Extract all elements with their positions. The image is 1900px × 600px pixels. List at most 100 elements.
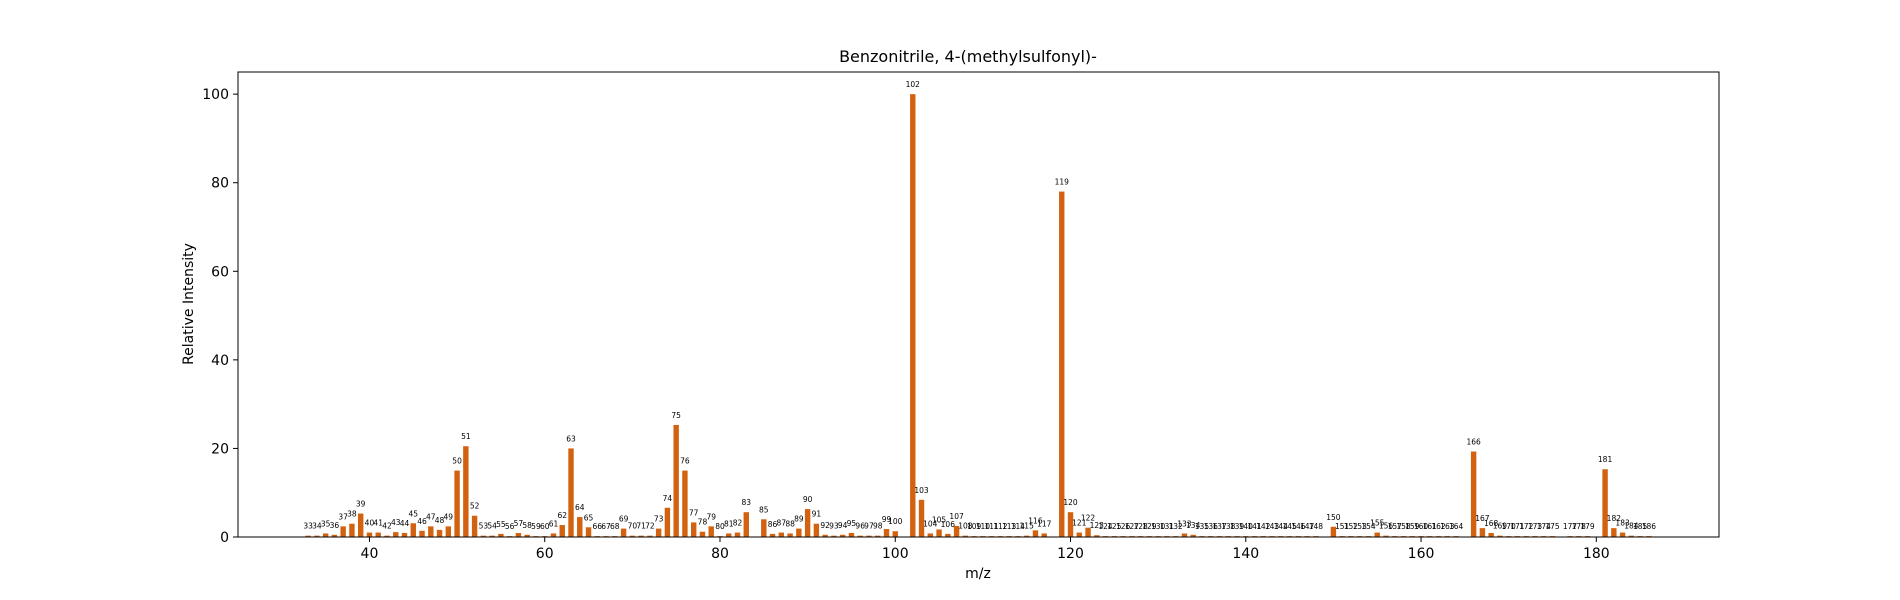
data-label-mz-74: 74 <box>663 494 673 503</box>
bars-group <box>305 94 1652 537</box>
data-label-mz-67: 67 <box>601 522 611 531</box>
data-label-mz-39: 39 <box>356 500 366 509</box>
data-label-mz-134: 134 <box>1186 521 1201 530</box>
bar-mz-83 <box>743 512 749 537</box>
data-label-mz-104: 104 <box>923 519 938 528</box>
data-label-mz-163: 163 <box>1440 522 1455 531</box>
data-label-mz-129: 129 <box>1142 522 1157 531</box>
data-label-mz-173: 173 <box>1528 522 1543 531</box>
bar-mz-73 <box>655 528 662 537</box>
bar-mz-93 <box>831 535 837 537</box>
data-label-mz-170: 170 <box>1502 522 1517 531</box>
data-label-mz-139: 139 <box>1230 522 1245 531</box>
data-label-mz-72: 72 <box>645 522 655 531</box>
bar-mz-42 <box>384 535 390 537</box>
data-label-mz-168: 168 <box>1484 519 1499 528</box>
x-tick-label: 120 <box>1057 546 1084 562</box>
data-label-mz-133: 133 <box>1177 519 1192 528</box>
bar-mz-183 <box>1619 532 1626 537</box>
bar-mz-52 <box>471 515 478 537</box>
bar-mz-123 <box>1094 535 1100 537</box>
bar-mz-122 <box>1085 527 1091 537</box>
data-label-mz-105: 105 <box>932 515 947 524</box>
bar-mz-45 <box>410 523 416 537</box>
bar-mz-85 <box>761 519 767 537</box>
data-label-mz-52: 52 <box>470 502 480 511</box>
data-label-mz-83: 83 <box>741 498 751 507</box>
data-label-mz-132: 132 <box>1169 522 1184 531</box>
bar-mz-89 <box>796 528 802 537</box>
data-label-mz-55: 55 <box>496 520 506 529</box>
data-label-mz-61: 61 <box>549 519 559 528</box>
bar-mz-99 <box>883 529 890 537</box>
data-label-mz-95: 95 <box>847 519 857 528</box>
data-label-mz-37: 37 <box>338 512 348 521</box>
bar-mz-184 <box>1628 535 1635 537</box>
data-label-mz-97: 97 <box>864 522 874 531</box>
x-axis-label: m/z <box>965 566 991 582</box>
bar-mz-96 <box>857 535 863 537</box>
bar-mz-97 <box>866 535 872 537</box>
data-label-mz-60: 60 <box>540 522 550 531</box>
data-label-mz-109: 109 <box>967 522 982 531</box>
data-label-mz-171: 171 <box>1510 522 1525 531</box>
data-label-mz-38: 38 <box>347 510 357 519</box>
data-label-mz-186: 186 <box>1642 522 1657 531</box>
data-label-mz-147: 147 <box>1300 522 1315 531</box>
data-label-mz-142: 142 <box>1256 522 1271 531</box>
bar-mz-94 <box>839 534 846 537</box>
data-label-mz-42: 42 <box>382 522 392 531</box>
data-label-mz-183: 183 <box>1615 519 1630 528</box>
bar-mz-103 <box>918 499 925 537</box>
bar-mz-70 <box>629 535 636 537</box>
bar-mz-53 <box>480 535 487 537</box>
data-label-mz-112: 112 <box>993 522 1008 531</box>
bar-mz-55 <box>498 533 504 537</box>
bar-mz-65 <box>585 527 592 537</box>
bar-mz-72 <box>647 535 653 537</box>
data-label-mz-167: 167 <box>1475 514 1490 523</box>
data-label-mz-179: 179 <box>1580 522 1595 531</box>
x-tick-label: 180 <box>1583 546 1610 562</box>
data-label-mz-40: 40 <box>365 519 375 528</box>
bar-mz-44 <box>401 533 408 537</box>
bar-mz-105 <box>936 529 942 537</box>
data-label-mz-73: 73 <box>654 515 664 524</box>
plot-frame <box>237 71 1720 538</box>
bar-mz-50 <box>454 470 460 537</box>
bar-mz-82 <box>734 532 741 537</box>
bar-mz-37 <box>340 526 346 537</box>
y-tick-label: 80 <box>211 176 229 192</box>
data-label-mz-161: 161 <box>1423 522 1438 531</box>
data-label-mz-86: 86 <box>768 520 778 529</box>
data-label-mz-96: 96 <box>855 522 865 531</box>
data-label-mz-140: 140 <box>1239 522 1254 531</box>
bar-mz-41 <box>375 532 381 537</box>
bar-mz-106 <box>945 533 951 537</box>
data-label-mz-115: 115 <box>1020 522 1035 531</box>
bar-mz-92 <box>822 534 828 537</box>
data-label-mz-34: 34 <box>312 522 322 531</box>
bar-mz-49 <box>445 526 452 537</box>
data-label-mz-49: 49 <box>444 512 454 521</box>
bar-mz-169 <box>1497 535 1503 537</box>
data-label-mz-76: 76 <box>680 457 690 466</box>
data-label-mz-64: 64 <box>575 503 585 512</box>
bar-mz-121 <box>1076 532 1082 537</box>
bar-mz-51 <box>463 446 469 537</box>
bar-mz-133 <box>1181 533 1188 537</box>
data-label-mz-41: 41 <box>373 519 383 528</box>
bar-mz-86 <box>769 533 776 537</box>
data-label-mz-157: 157 <box>1388 522 1403 531</box>
data-label-mz-80: 80 <box>715 522 725 531</box>
bar-mz-87 <box>778 532 785 537</box>
data-label-mz-107: 107 <box>949 512 964 521</box>
bar-mz-78 <box>699 531 706 537</box>
data-label-mz-123: 123 <box>1090 521 1105 530</box>
bar-mz-34 <box>314 535 320 537</box>
bar-mz-79 <box>708 526 714 537</box>
bar-mz-95 <box>848 533 855 537</box>
bar-mz-182 <box>1611 528 1617 537</box>
data-label-mz-47: 47 <box>426 512 436 521</box>
y-axis-label: Relative Intensity <box>181 243 197 365</box>
